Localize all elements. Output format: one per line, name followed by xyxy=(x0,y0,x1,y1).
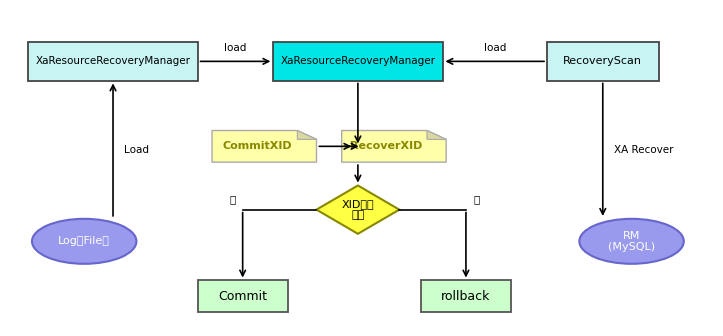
Text: Log（File）: Log（File） xyxy=(59,236,110,246)
Text: XaResourceRecoveryManager: XaResourceRecoveryManager xyxy=(281,56,435,67)
Polygon shape xyxy=(317,185,399,234)
Text: RM
(MySQL): RM (MySQL) xyxy=(608,230,655,252)
Polygon shape xyxy=(297,130,317,139)
Text: 否: 否 xyxy=(473,195,479,205)
Ellipse shape xyxy=(32,219,137,264)
Text: XID是否
包含: XID是否 包含 xyxy=(341,199,375,220)
Text: load: load xyxy=(224,43,247,53)
FancyBboxPatch shape xyxy=(197,281,288,312)
Text: 是: 是 xyxy=(229,195,236,205)
Text: rollback: rollback xyxy=(441,290,491,303)
Ellipse shape xyxy=(579,219,684,264)
Text: RecoverXID: RecoverXID xyxy=(351,141,423,151)
Text: Commit: Commit xyxy=(218,290,268,303)
Text: Load: Load xyxy=(124,145,149,155)
Text: XA Recover: XA Recover xyxy=(614,145,673,155)
Text: RecoveryScan: RecoveryScan xyxy=(563,56,642,67)
Text: XaResourceRecoveryManager: XaResourceRecoveryManager xyxy=(35,56,191,67)
Polygon shape xyxy=(427,130,446,139)
FancyBboxPatch shape xyxy=(547,42,659,81)
FancyBboxPatch shape xyxy=(28,42,197,81)
Polygon shape xyxy=(342,130,446,162)
FancyBboxPatch shape xyxy=(273,42,442,81)
Text: CommitXID: CommitXID xyxy=(222,141,292,151)
FancyBboxPatch shape xyxy=(421,281,511,312)
Polygon shape xyxy=(212,130,317,162)
Text: load: load xyxy=(484,43,506,53)
